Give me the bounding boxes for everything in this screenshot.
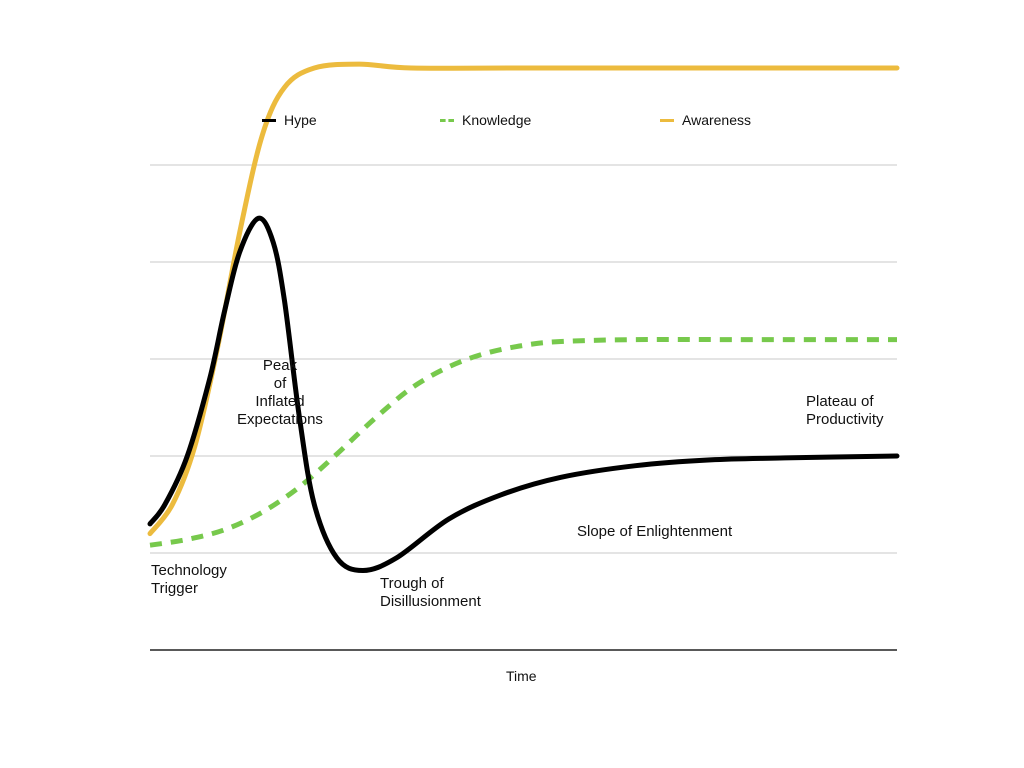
annotation-line: Technology	[151, 562, 227, 579]
series-line-knowledge	[149, 336, 897, 548]
annotation-slope: Slope of Enlightenment	[577, 523, 732, 541]
annotation-technology-trigger: Technology Trigger	[151, 562, 227, 598]
annotation-line: Trigger	[151, 580, 198, 597]
annotation-line: Expectations	[237, 411, 323, 428]
annotation-peak: Peak of Inflated Expectations	[230, 357, 330, 429]
annotation-trough: Trough of Disillusionment	[380, 575, 481, 611]
annotation-plateau: Plateau of Productivity	[806, 393, 884, 429]
annotation-line: Inflated	[255, 393, 305, 410]
legend-awareness: Awareness	[660, 111, 751, 129]
legend-hype: Hype	[262, 111, 317, 129]
legend-knowledge-swatch	[440, 118, 454, 122]
annotation-line: Productivity	[806, 411, 884, 428]
legend-awareness-swatch	[660, 118, 674, 122]
x-axis-label: Time	[506, 668, 537, 684]
annotation-line: Disillusionment	[380, 593, 481, 610]
legend-hype-label: Hype	[284, 112, 317, 128]
series-line-hype	[147, 215, 900, 573]
legend-knowledge: Knowledge	[440, 111, 531, 129]
legend-awareness-label: Awareness	[682, 112, 752, 128]
series-line-awareness	[147, 61, 900, 537]
annotation-line: Peak	[262, 357, 298, 374]
annotation-line: Plateau of	[806, 393, 874, 410]
legend-knowledge-label: Knowledge	[462, 112, 532, 128]
annotation-line: Slope of Enlightenment	[577, 523, 733, 540]
annotation-line: of	[273, 375, 287, 392]
legend-hype-swatch	[262, 118, 276, 122]
annotation-line: Trough of	[380, 575, 444, 592]
